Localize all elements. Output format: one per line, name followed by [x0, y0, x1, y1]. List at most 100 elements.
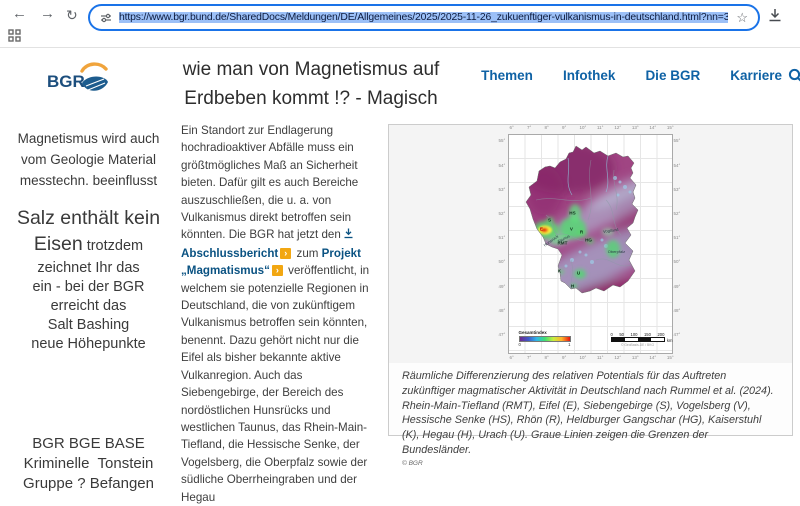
axis-tick-label: 48° [673, 307, 681, 313]
address-bar[interactable]: https://www.bgr.bund.de/SharedDocs/Meldu… [88, 4, 760, 31]
sidebar-line: BGR BGE BASE [32, 435, 145, 452]
nav-item[interactable]: Die BGR [645, 68, 701, 83]
bgr-logo[interactable]: BGR [46, 56, 114, 107]
axis-tick-label: 13° [631, 125, 639, 130]
site-header: BGR wie man von Magnetismus auf Erdbeben… [0, 48, 800, 122]
colorbar-legend: Gesamtindex 0 1 [518, 330, 571, 347]
axis-tick-label: 47° [673, 332, 681, 337]
map-axis-left: 55° 54° 53° 52° 51° 50° 49° 48° 47° [499, 134, 508, 354]
scale-unit: km [666, 337, 673, 343]
main-navigation: Themen Infothek Die BGR Karriere [481, 68, 782, 83]
article-body: Ein Standort zur Endlagerung hochradioak… [181, 122, 382, 506]
sidebar-block-2-lines: zeichnet Ihr das ein - bei der BGR erreich… [0, 259, 177, 354]
nav-item[interactable]: Infothek [562, 68, 616, 83]
axis-tick-label: 52° [673, 211, 681, 216]
apps-grid-icon[interactable] [8, 29, 21, 47]
axis-tick-label: 47° [498, 332, 506, 337]
sidebar-line: zeichnet Ihr das [37, 260, 140, 276]
sidebar-line: messtechn. beeinflusst [19, 173, 158, 188]
url-selected-text: https://www.bgr.bund.de/SharedDocs/Meldu… [119, 12, 729, 23]
sidebar-big-word: Eisen [33, 233, 83, 255]
axis-tick-label: 12° [614, 125, 622, 130]
browser-toolbar: ← → ↻ https://www.bgr.bund.de/SharedDocs… [0, 0, 800, 48]
axis-tick-label: 55° [498, 138, 506, 144]
axis-tick-label: 14° [649, 355, 657, 360]
axis-tick-label: 53° [673, 186, 681, 192]
sidebar-block-2: Salz enthält kein Eisen trotzdem zeichne… [0, 205, 177, 354]
axis-tick-label: 15° [666, 125, 674, 130]
scale-tick-label: 200 [657, 331, 665, 337]
sidebar-mixed-line: Eisen trotzdem [0, 231, 177, 259]
sidebar-line: vom Geologie Material [20, 152, 157, 167]
abschlussbericht-link[interactable]: Abschlussbericht [181, 246, 279, 260]
scale-bar: 0 50 100 150 200 km © GeoBasis-DE / BKG [610, 332, 673, 347]
axis-tick-label: 50° [498, 259, 506, 265]
nav-item[interactable]: Themen [481, 68, 533, 83]
magmatismus-link[interactable]: Projekt „Magmatismus“ [181, 246, 361, 278]
figure-caption: Räumliche Differenzierung des relativen … [402, 370, 774, 456]
article-paragraph-2: veröffentlicht, in welchem sie potenziel… [181, 264, 370, 504]
left-sidebar: Magnetismus wird auch vom Geologie Materi… [0, 122, 177, 494]
browser-menu-icon[interactable]: ⋮ [795, 7, 800, 23]
scale-tick-label: 100 [630, 331, 638, 337]
scale-tick-label: 50 [619, 331, 624, 337]
figure-credit: © BGR [402, 459, 423, 467]
colorbar-min: 0 [518, 342, 521, 347]
reload-button[interactable]: ↻ [66, 7, 78, 23]
axis-tick-label: 51° [498, 235, 506, 241]
page-title-line1: wie man von Magnetismus auf [182, 59, 440, 80]
axis-tick-label: 7° [527, 125, 532, 130]
url-text[interactable]: https://www.bgr.bund.de/SharedDocs/Meldu… [119, 12, 729, 23]
sidebar-block-3: BGR BGE BASE Kriminelle Tonstein Gruppe ? … [0, 374, 177, 494]
axis-tick-label: 9° [561, 355, 567, 360]
sidebar-line: Gruppe ? Befangen [23, 475, 154, 492]
chevron-badge-icon[interactable]: › [280, 247, 292, 259]
chevron-badge-icon[interactable]: › [271, 265, 283, 277]
axis-tick-label: 6° [509, 355, 514, 360]
map-axis-right: 55° 54° 53° 52° 51° 50° 49° 48° 47° [674, 134, 683, 354]
map-axis-bottom: 6° 7° 8° 9° 10° 11° 12° 13° 14° 15° [499, 355, 683, 363]
forward-button[interactable]: → [40, 5, 55, 22]
axis-tick-label: 9° [561, 125, 567, 130]
axis-tick-label: 15° [666, 355, 674, 360]
axis-tick-label: 52° [498, 211, 506, 216]
colorbar-max: 1 [568, 342, 571, 347]
axis-tick-label: 11° [596, 355, 604, 360]
scale-tick-label: 150 [643, 331, 651, 337]
download-icon [344, 227, 353, 244]
sidebar-line: Kriminelle Tonstein [23, 455, 154, 472]
sidebar-big-line: Salz enthält kein [16, 207, 161, 229]
site-info-icon[interactable] [100, 12, 112, 24]
bookmark-star-icon[interactable]: ☆ [736, 9, 748, 25]
axis-tick-label: 54° [673, 162, 681, 168]
sidebar-line: Magnetismus wird auch [17, 131, 160, 146]
nav-item[interactable]: Karriere [730, 68, 782, 83]
download-toolbar-icon[interactable] [768, 8, 782, 28]
scale-tick-label: 0 [610, 331, 613, 337]
page-title: wie man von Magnetismus auf Erdbeben kom… [148, 55, 474, 113]
scale-ticks: 0 50 100 150 200 [611, 332, 665, 337]
bgr-logo-text: BGR [47, 72, 85, 91]
axis-tick-label: 51° [673, 235, 681, 241]
map-attribution: © GeoBasis-DE / BKG [620, 343, 655, 347]
axis-tick-label: 49° [673, 283, 681, 289]
back-button[interactable]: ← [12, 5, 27, 22]
axis-tick-label: 8° [544, 355, 549, 360]
axis-tick-label: 10° [579, 125, 587, 130]
sidebar-small-word: trotzdem [82, 238, 144, 254]
germany-potential-map: 6° 7° 8° 9° 10° 11° 12° 13° 14° 15° 6° 7° 8° 9° 10° 11… [499, 125, 683, 363]
search-button[interactable] [788, 68, 800, 84]
axis-tick-label: 48° [498, 307, 506, 313]
axis-tick-label: 7° [527, 355, 532, 360]
figure-caption-zone: Räumliche Differenzierung des relativen … [389, 363, 792, 467]
axis-tick-label: 14° [649, 125, 657, 130]
axis-tick-label: 54° [498, 162, 506, 168]
axis-tick-label: 11° [596, 125, 604, 130]
axis-tick-label: 6° [509, 125, 514, 130]
axis-tick-label: 49° [498, 283, 506, 289]
axis-tick-label: 53° [498, 186, 506, 192]
sidebar-line: erreicht das [50, 298, 127, 314]
map-axis-top: 6° 7° 8° 9° 10° 11° 12° 13° 14° 15° [499, 125, 683, 133]
axis-tick-label: 10° [579, 355, 587, 360]
axis-tick-label: 50° [673, 259, 681, 265]
